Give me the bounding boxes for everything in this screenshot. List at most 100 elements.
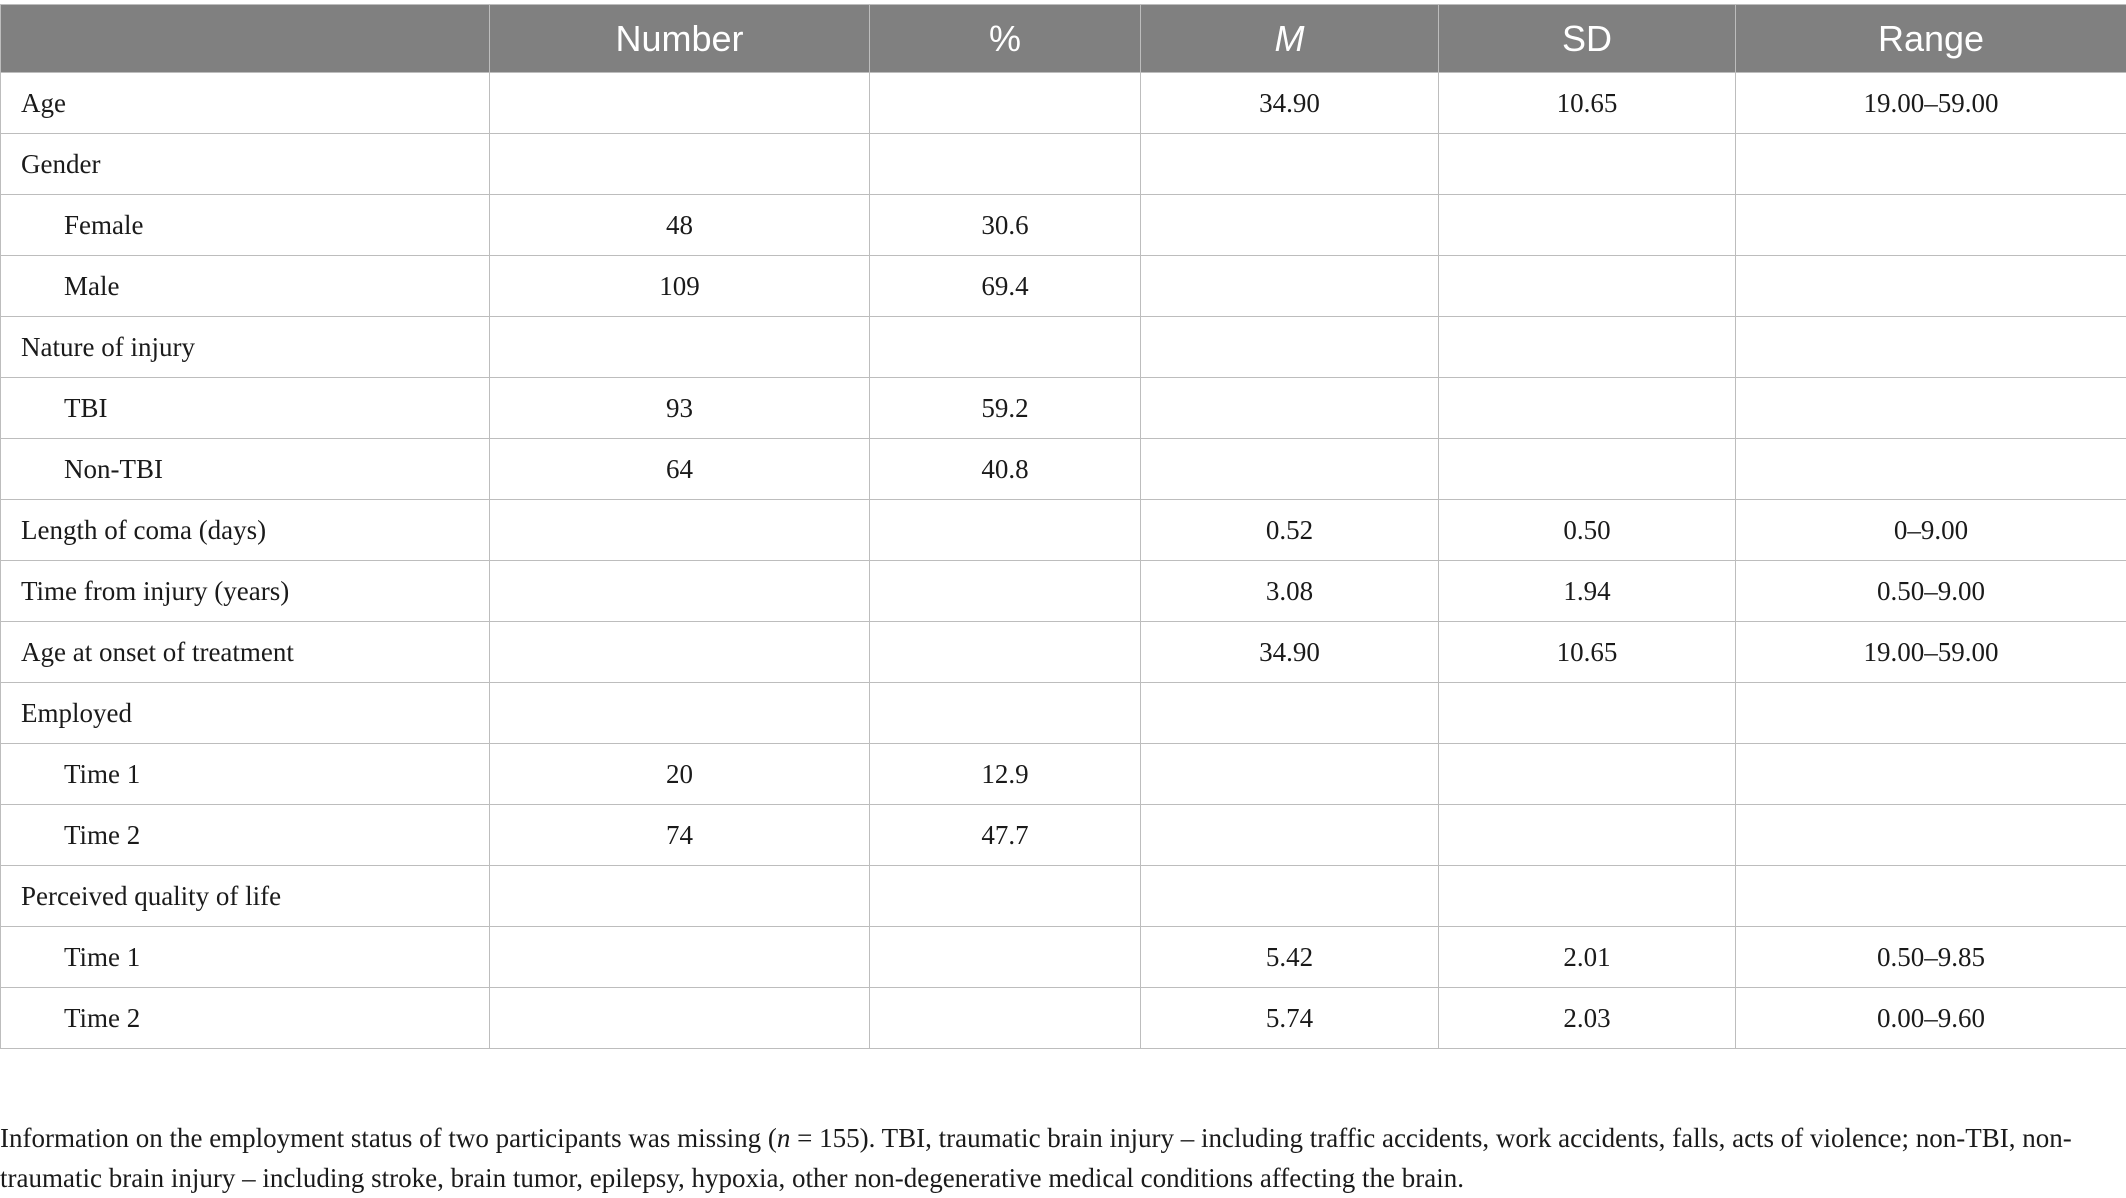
cell-sd: 10.65 bbox=[1439, 622, 1736, 683]
cell-number: 64 bbox=[490, 439, 870, 500]
cell-sd bbox=[1439, 805, 1736, 866]
cell-number: 48 bbox=[490, 195, 870, 256]
cell-range bbox=[1736, 439, 2126, 500]
header-mean: M bbox=[1141, 5, 1439, 73]
cell-range: 0–9.00 bbox=[1736, 500, 2126, 561]
table-row: Employed bbox=[1, 683, 2126, 744]
cell-sd: 1.94 bbox=[1439, 561, 1736, 622]
row-label: Gender bbox=[1, 134, 490, 195]
cell-range bbox=[1736, 378, 2126, 439]
cell-number bbox=[490, 927, 870, 988]
cell-number bbox=[490, 988, 870, 1049]
cell-sd bbox=[1439, 195, 1736, 256]
cell-percent bbox=[870, 317, 1141, 378]
cell-range bbox=[1736, 744, 2126, 805]
cell-range: 19.00–59.00 bbox=[1736, 622, 2126, 683]
cell-mean bbox=[1141, 317, 1439, 378]
row-label: Time 1 bbox=[1, 927, 490, 988]
cell-percent: 12.9 bbox=[870, 744, 1141, 805]
row-label: Time from injury (years) bbox=[1, 561, 490, 622]
cell-mean bbox=[1141, 378, 1439, 439]
table-header-row: Number % M SD Range bbox=[1, 5, 2126, 73]
cell-percent: 47.7 bbox=[870, 805, 1141, 866]
row-label: TBI bbox=[1, 378, 490, 439]
cell-percent bbox=[870, 866, 1141, 927]
table-row: Perceived quality of life bbox=[1, 866, 2126, 927]
cell-range bbox=[1736, 683, 2126, 744]
table-row: Gender bbox=[1, 134, 2126, 195]
cell-percent: 69.4 bbox=[870, 256, 1141, 317]
row-label: Male bbox=[1, 256, 490, 317]
footnote-n-symbol: n bbox=[777, 1123, 791, 1153]
table-row: Nature of injury bbox=[1, 317, 2126, 378]
cell-sd bbox=[1439, 256, 1736, 317]
cell-range bbox=[1736, 805, 2126, 866]
cell-range bbox=[1736, 134, 2126, 195]
cell-number bbox=[490, 317, 870, 378]
cell-number bbox=[490, 134, 870, 195]
cell-range bbox=[1736, 256, 2126, 317]
header-number: Number bbox=[490, 5, 870, 73]
cell-mean: 34.90 bbox=[1141, 622, 1439, 683]
row-label: Time 1 bbox=[1, 744, 490, 805]
cell-mean bbox=[1141, 805, 1439, 866]
cell-mean bbox=[1141, 744, 1439, 805]
row-label: Length of coma (days) bbox=[1, 500, 490, 561]
cell-percent bbox=[870, 622, 1141, 683]
row-label: Employed bbox=[1, 683, 490, 744]
row-label: Age bbox=[1, 73, 490, 134]
cell-mean: 5.74 bbox=[1141, 988, 1439, 1049]
cell-number bbox=[490, 622, 870, 683]
cell-number bbox=[490, 500, 870, 561]
cell-range: 0.00–9.60 bbox=[1736, 988, 2126, 1049]
cell-mean: 0.52 bbox=[1141, 500, 1439, 561]
cell-number: 109 bbox=[490, 256, 870, 317]
cell-sd bbox=[1439, 439, 1736, 500]
header-percent: % bbox=[870, 5, 1141, 73]
cell-number: 20 bbox=[490, 744, 870, 805]
cell-mean bbox=[1141, 195, 1439, 256]
cell-mean: 34.90 bbox=[1141, 73, 1439, 134]
cell-mean bbox=[1141, 866, 1439, 927]
table-footnote: Information on the employment status of … bbox=[0, 1118, 2100, 1198]
row-label: Female bbox=[1, 195, 490, 256]
cell-sd bbox=[1439, 866, 1736, 927]
cell-mean bbox=[1141, 256, 1439, 317]
cell-percent bbox=[870, 134, 1141, 195]
cell-number bbox=[490, 561, 870, 622]
cell-sd: 2.03 bbox=[1439, 988, 1736, 1049]
cell-percent bbox=[870, 683, 1141, 744]
cell-sd bbox=[1439, 317, 1736, 378]
cell-sd: 0.50 bbox=[1439, 500, 1736, 561]
header-sd: SD bbox=[1439, 5, 1736, 73]
cell-number bbox=[490, 73, 870, 134]
cell-range: 19.00–59.00 bbox=[1736, 73, 2126, 134]
row-label: Nature of injury bbox=[1, 317, 490, 378]
cell-range bbox=[1736, 317, 2126, 378]
cell-percent: 30.6 bbox=[870, 195, 1141, 256]
cell-percent bbox=[870, 73, 1141, 134]
cell-number: 74 bbox=[490, 805, 870, 866]
row-label: Age at onset of treatment bbox=[1, 622, 490, 683]
cell-range bbox=[1736, 866, 2126, 927]
cell-sd bbox=[1439, 134, 1736, 195]
cell-range: 0.50–9.00 bbox=[1736, 561, 2126, 622]
footnote-text-start: Information on the employment status of … bbox=[0, 1123, 777, 1153]
cell-percent: 40.8 bbox=[870, 439, 1141, 500]
cell-sd bbox=[1439, 744, 1736, 805]
cell-mean: 3.08 bbox=[1141, 561, 1439, 622]
row-label: Non-TBI bbox=[1, 439, 490, 500]
cell-percent bbox=[870, 927, 1141, 988]
